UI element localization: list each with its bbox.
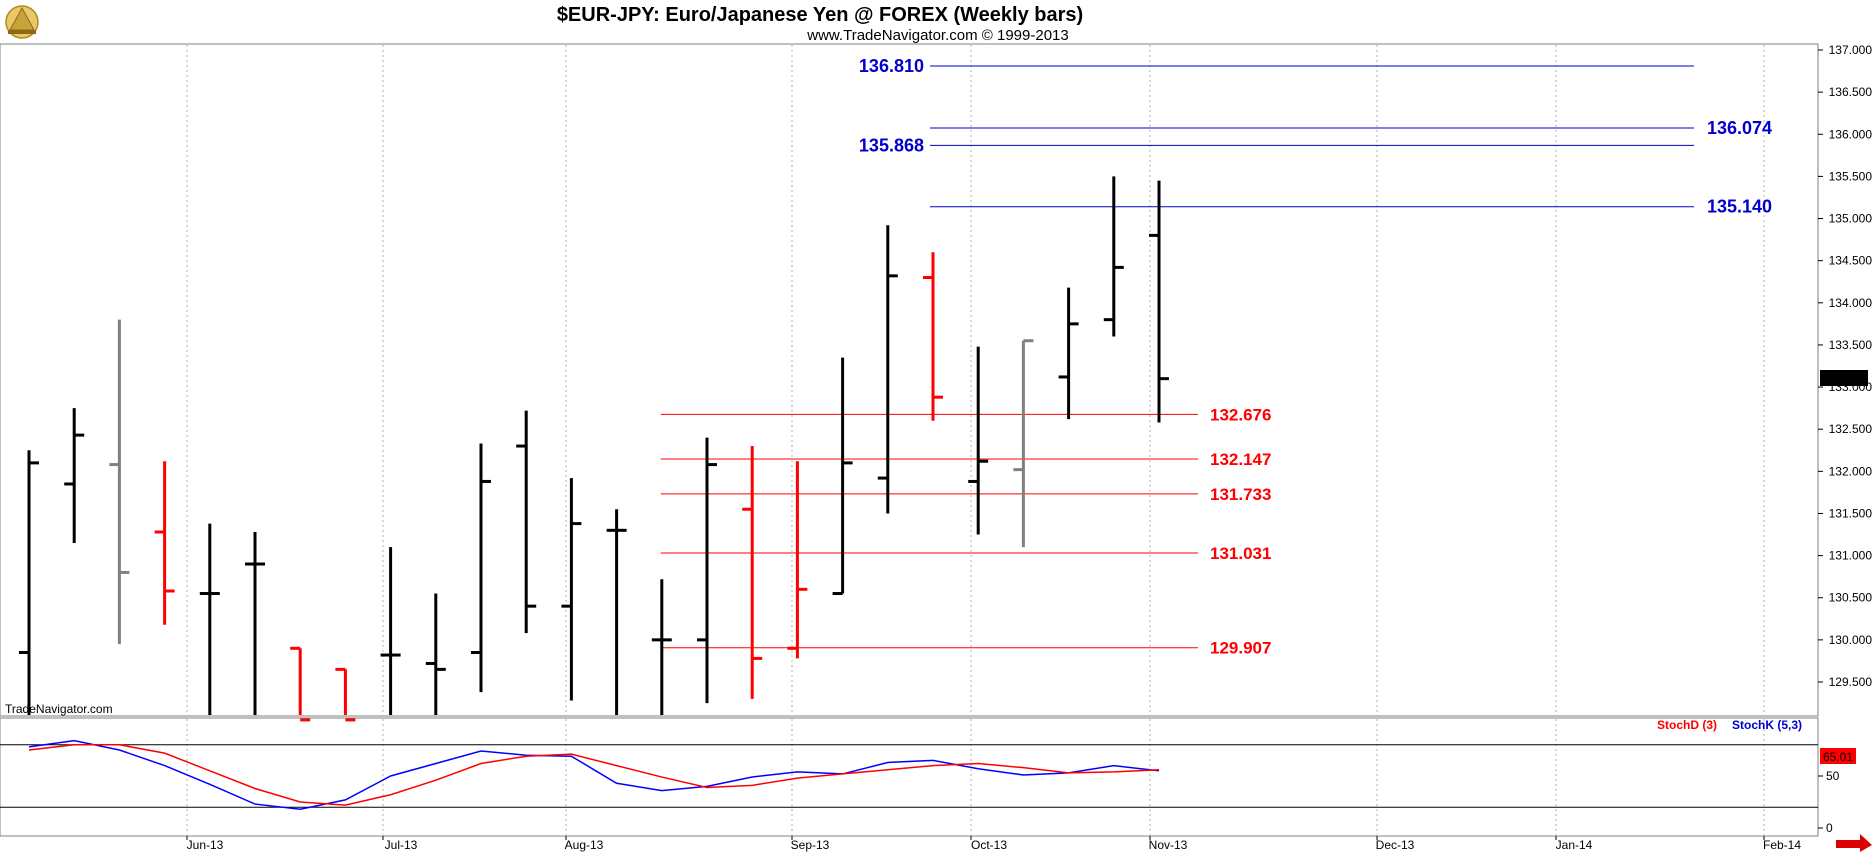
- support-label: 131.031: [1210, 544, 1271, 563]
- legend-stochd: StochD (3): [1657, 718, 1717, 732]
- last-price-value: 133.110: [1823, 372, 1866, 386]
- date-tick-label: Oct-13: [971, 838, 1007, 852]
- date-tick-label: Nov-13: [1149, 838, 1188, 852]
- ohlc-bar: [697, 437, 717, 704]
- support-label: 132.147: [1210, 450, 1271, 469]
- ohlc-bar: [380, 547, 401, 715]
- ohlc-bar: [787, 461, 808, 659]
- price-tick-label: 130.500: [1829, 591, 1873, 605]
- date-tick-label: Dec-13: [1376, 838, 1415, 852]
- stoch-axis: 50 0: [1818, 769, 1840, 835]
- date-tick-label: Feb-14: [1763, 838, 1801, 852]
- resistance-label: 136.074: [1707, 118, 1772, 138]
- ohlc-bar: [199, 523, 220, 715]
- resistance-label: 135.868: [859, 135, 924, 155]
- ohlc-bar: [425, 593, 446, 715]
- ohlc-bar: [606, 509, 627, 715]
- scroll-right-icon[interactable]: [1836, 834, 1872, 852]
- stoch-grid: [0, 719, 1818, 835]
- stoch-lines: [28, 739, 1160, 811]
- date-tick-label: Jul-13: [385, 838, 418, 852]
- ohlc-bar: [245, 532, 265, 715]
- price-tick-label: 130.000: [1829, 633, 1873, 647]
- ohlc-bar: [290, 646, 311, 722]
- header-bar: [0, 0, 1876, 44]
- support-levels: 132.676 132.147 131.733 131.031 129.907: [660, 405, 1271, 658]
- stoch-last-badge: 65.01: [1820, 748, 1856, 764]
- ohlc-bar: [561, 478, 582, 701]
- ohlc-bar: [516, 410, 537, 634]
- date-axis: Jun-13 Jul-13 Aug-13 Sep-13 Oct-13 Nov-13 Dec-…: [186, 836, 1801, 852]
- price-tick-label: 135.000: [1829, 212, 1873, 226]
- copyright-line: www.TradeNavigator.com © 1999-2013: [806, 27, 1068, 44]
- watermark: TradeNavigator.com: [5, 702, 113, 716]
- stoch-panel-frame: [0, 717, 1819, 837]
- stoch-tick-label: 50: [1826, 769, 1840, 783]
- price-tick-label: 135.500: [1829, 169, 1873, 183]
- ohlc-bar: [109, 319, 130, 645]
- price-tick-label: 129.500: [1829, 675, 1873, 689]
- ohlc-bar: [1013, 339, 1034, 548]
- price-tick-label: 132.500: [1829, 422, 1873, 436]
- last-price-badge: 133.110: [1820, 370, 1868, 386]
- ohlc-bar: [832, 357, 853, 596]
- price-panel-frame: [0, 43, 1819, 717]
- ohlc-bar: [64, 408, 85, 543]
- ohlc-bar: [335, 667, 356, 722]
- ohlc-bar: [742, 446, 763, 699]
- support-label: 129.907: [1210, 639, 1271, 658]
- ohlc-bar: [154, 461, 175, 625]
- price-grid: [186, 45, 1765, 715]
- date-tick-label: Sep-13: [791, 838, 830, 852]
- ohlc-bar: [968, 346, 989, 535]
- ohlc-bar: [923, 252, 943, 421]
- ohlc-bar: [877, 225, 898, 514]
- support-label: 131.733: [1210, 485, 1271, 504]
- price-tick-label: 131.500: [1829, 506, 1873, 520]
- stoch-last-value: 65.01: [1823, 750, 1853, 764]
- date-tick-label: Aug-13: [565, 838, 604, 852]
- price-tick-label: 133.500: [1829, 338, 1873, 352]
- ohlc-bar: [1103, 176, 1124, 337]
- price-tick-label: 132.000: [1829, 464, 1873, 478]
- stoch-tick-label: 0: [1826, 821, 1833, 835]
- date-tick-label: Jan-14: [1556, 838, 1593, 852]
- resistance-levels: 136.810 136.074 135.868 135.140: [859, 56, 1772, 217]
- stoch-legend: StochD (3) StochK (5,3): [1657, 718, 1802, 732]
- stoch-series-line: [28, 744, 1160, 806]
- price-tick-label: 134.500: [1829, 254, 1873, 268]
- resistance-label: 136.810: [859, 56, 924, 76]
- legend-stochk: StochK (5,3): [1732, 718, 1802, 732]
- ohlc-bars: [19, 176, 1169, 722]
- chart-title: $EUR-JPY: Euro/Japanese Yen @ FOREX (Wee…: [557, 4, 1083, 26]
- ohlc-bar: [651, 579, 672, 715]
- support-label: 132.676: [1210, 405, 1271, 424]
- price-tick-label: 136.000: [1829, 127, 1873, 141]
- price-tick-label: 131.000: [1829, 549, 1873, 563]
- app-logo-icon: [5, 5, 39, 39]
- price-tick-label: 134.000: [1829, 296, 1873, 310]
- ohlc-bar: [1058, 287, 1079, 420]
- price-tick-label: 136.500: [1829, 85, 1873, 99]
- ohlc-bar: [471, 443, 491, 693]
- price-tick-label: 137.000: [1829, 43, 1873, 57]
- resistance-label: 135.140: [1707, 197, 1772, 217]
- ohlc-bar: [1149, 180, 1169, 423]
- stoch-series-line: [28, 739, 1160, 811]
- date-tick-label: Jun-13: [187, 838, 224, 852]
- ohlc-bar: [19, 450, 39, 715]
